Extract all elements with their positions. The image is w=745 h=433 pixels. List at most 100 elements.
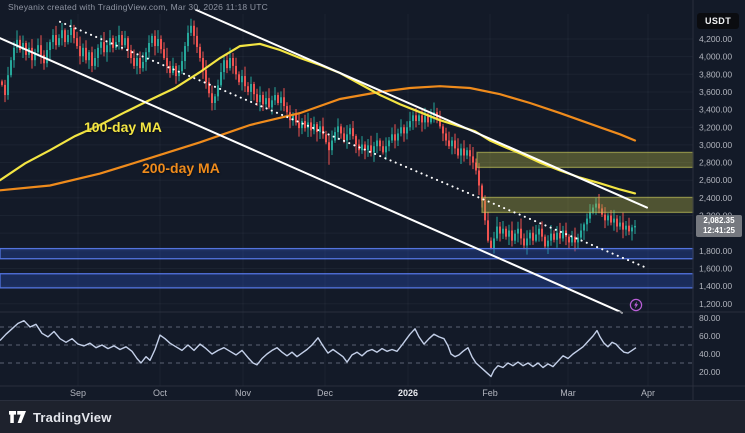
rsi-axis-labels: 80.00 60.00 40.00 20.00	[699, 313, 721, 377]
price-tick-label: 2,800.00	[699, 158, 732, 168]
price-tick-label: 1,600.00	[699, 263, 732, 273]
candle-body	[361, 144, 363, 151]
candle-body	[382, 146, 384, 153]
rsi-tick-label: 20.00	[699, 367, 721, 377]
candle-body	[514, 233, 516, 241]
candle-body	[145, 52, 147, 62]
candle-body	[91, 52, 93, 66]
candle-body	[631, 227, 633, 232]
candle-body	[217, 85, 219, 97]
candle-body	[253, 84, 255, 95]
candle-body	[40, 45, 42, 55]
time-tick-label: Sep	[70, 388, 86, 398]
candle-body	[100, 42, 102, 48]
candlestick-series	[1, 18, 636, 255]
candle-body	[619, 222, 621, 227]
rsi-tick-label: 60.00	[699, 331, 721, 341]
candle-body	[370, 145, 372, 153]
candle-body	[364, 144, 366, 151]
support-lower-zone	[0, 273, 694, 289]
candle-body	[343, 133, 345, 141]
trendlines	[0, 8, 649, 314]
price-tick-label: 3,800.00	[699, 69, 732, 79]
candle-body	[466, 150, 468, 156]
candle-body	[58, 38, 60, 46]
candle-body	[202, 57, 204, 70]
candle-body	[223, 60, 225, 73]
ma100-line	[0, 42, 637, 195]
candle-body	[547, 240, 549, 247]
candle-body	[496, 226, 498, 239]
candle-body	[460, 148, 462, 156]
candle-body	[130, 50, 132, 58]
candle-body	[544, 236, 546, 247]
candle-body	[238, 74, 240, 83]
candle-body	[304, 121, 306, 129]
candle-body	[598, 203, 600, 209]
candle-body	[505, 228, 507, 237]
candle-body	[214, 96, 216, 103]
candle-body	[580, 230, 582, 238]
candle-body	[277, 95, 279, 103]
candle-body	[538, 228, 540, 235]
candle-body	[256, 94, 258, 103]
candle-body	[232, 57, 234, 66]
candle-body	[352, 128, 354, 137]
time-tick-label: Dec	[317, 388, 334, 398]
price-tick-label: 2,600.00	[699, 175, 732, 185]
time-tick-label: Oct	[153, 388, 168, 398]
candle-body	[424, 116, 426, 123]
rsi-pane	[0, 320, 693, 378]
candle-body	[118, 35, 120, 43]
candle-body	[112, 38, 114, 48]
candle-body	[469, 150, 471, 157]
candle-body	[265, 98, 267, 105]
candle-body	[613, 218, 615, 223]
candle-body	[451, 140, 453, 147]
candle-body	[229, 57, 231, 69]
candle-body	[94, 57, 96, 66]
candle-body	[205, 69, 207, 83]
separators	[0, 0, 745, 400]
candle-body	[622, 222, 624, 230]
quote-currency-chip: USDT	[697, 13, 740, 29]
candle-body	[568, 236, 570, 243]
candle-body	[160, 39, 162, 50]
price-tick-label: 3,200.00	[699, 122, 732, 132]
candle-body	[115, 42, 117, 48]
candle-body	[349, 128, 351, 135]
candle-body	[607, 215, 609, 221]
candle-body	[493, 238, 495, 249]
candle-body	[166, 57, 168, 66]
candle-body	[52, 35, 54, 43]
candle-body	[169, 65, 171, 73]
candle-body	[211, 93, 213, 103]
candle-body	[556, 232, 558, 240]
candle-body	[259, 95, 261, 103]
candle-body	[1, 81, 3, 85]
footer: TradingView	[0, 400, 745, 433]
price-tick-label: 4,200.00	[699, 34, 732, 44]
candle-body	[385, 146, 387, 153]
candle-body	[412, 115, 414, 122]
rsi-tick-label: 40.00	[699, 349, 721, 359]
candle-body	[601, 208, 603, 215]
candle-body	[328, 142, 330, 151]
candle-body	[625, 225, 627, 230]
time-tick-label: 2026	[398, 388, 418, 398]
candle-body	[19, 39, 21, 51]
candle-body	[163, 49, 165, 58]
time-tick-label: Feb	[482, 388, 498, 398]
candle-body	[337, 126, 339, 133]
candle-body	[523, 238, 525, 246]
rsi-tick-label: 80.00	[699, 313, 721, 323]
ma200-line	[0, 85, 637, 192]
candle-body	[247, 86, 249, 92]
chart-area: 4,200.00 4,000.00 3,800.00 3,600.00 3,400.00…	[0, 0, 745, 400]
candle-body	[418, 115, 420, 122]
time-tick-label: Mar	[560, 388, 576, 398]
candle-body	[151, 35, 153, 43]
channel-lower-trendline	[0, 37, 623, 314]
candle-body	[82, 47, 84, 57]
